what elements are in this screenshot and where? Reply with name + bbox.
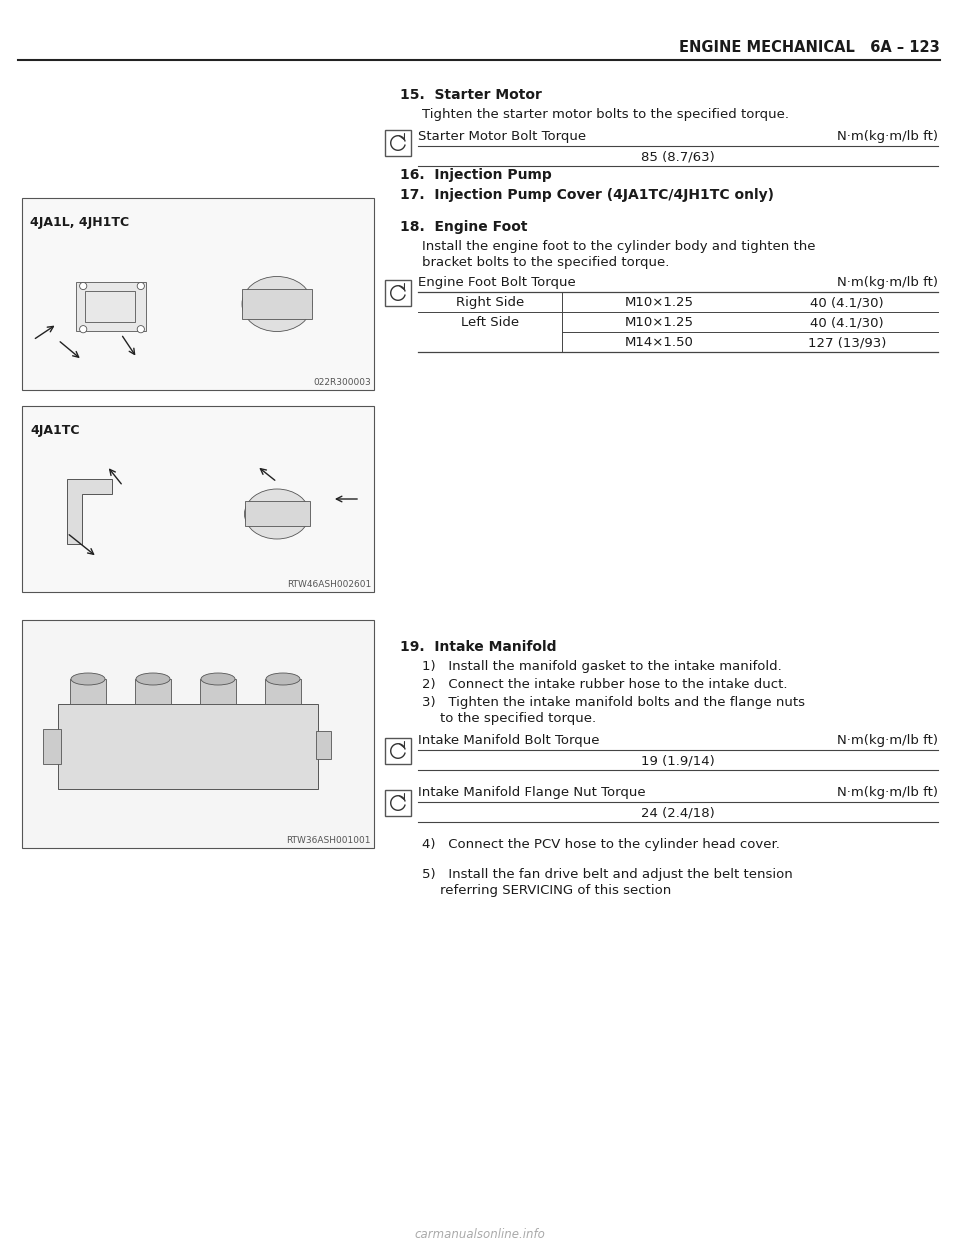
Text: 4JA1L, 4JH1TC: 4JA1L, 4JH1TC [30,216,130,229]
Circle shape [80,325,86,333]
Text: Right Side: Right Side [456,296,524,309]
Circle shape [137,282,144,289]
Polygon shape [67,479,112,544]
Text: referring SERVICING of this section: referring SERVICING of this section [440,884,671,897]
Bar [200,679,236,704]
Text: Starter Motor Bolt Torque: Starter Motor Bolt Torque [418,130,587,143]
Bar [70,679,106,704]
Text: 4JA1TC: 4JA1TC [30,424,80,437]
Text: carmanualsonline.info: carmanualsonline.info [415,1228,545,1241]
Bar [85,291,134,322]
Bar [22,620,374,848]
Text: 24 (2.4/18): 24 (2.4/18) [641,806,715,818]
Bar [385,130,411,156]
Text: 15.  Starter Motor: 15. Starter Motor [400,88,541,102]
Circle shape [137,325,144,333]
Bar [316,732,331,759]
FancyBboxPatch shape [58,704,318,789]
Bar [22,406,374,592]
Circle shape [80,282,86,289]
Text: Intake Manifold Flange Nut Torque: Intake Manifold Flange Nut Torque [418,786,646,799]
Ellipse shape [71,673,105,686]
Bar [265,679,301,704]
Bar [135,679,171,704]
Bar [385,738,411,764]
Text: 4)   Connect the PCV hose to the cylinder head cover.: 4) Connect the PCV hose to the cylinder … [422,838,780,851]
Text: ENGINE MECHANICAL   6A – 123: ENGINE MECHANICAL 6A – 123 [680,41,940,56]
Text: Install the engine foot to the cylinder body and tighten the: Install the engine foot to the cylinder … [422,240,815,253]
Text: N·m(kg·m/lb ft): N·m(kg·m/lb ft) [837,786,938,799]
Text: RTW36ASH001001: RTW36ASH001001 [286,836,371,845]
Text: 18.  Engine Foot: 18. Engine Foot [400,220,527,233]
Bar [22,197,374,390]
Ellipse shape [201,673,235,686]
Text: 127 (13/93): 127 (13/93) [807,337,886,349]
Text: M10×1.25: M10×1.25 [625,296,693,309]
Bar [385,279,411,306]
Text: 5)   Install the fan drive belt and adjust the belt tension: 5) Install the fan drive belt and adjust… [422,868,793,881]
Ellipse shape [266,673,300,686]
Text: M14×1.50: M14×1.50 [625,337,693,349]
Ellipse shape [242,277,312,332]
Text: 1)   Install the manifold gasket to the intake manifold.: 1) Install the manifold gasket to the in… [422,660,781,673]
Text: 022R300003: 022R300003 [313,378,371,388]
Ellipse shape [245,489,309,539]
Ellipse shape [136,673,170,686]
Text: N·m(kg·m/lb ft): N·m(kg·m/lb ft) [837,130,938,143]
Text: bracket bolts to the specified torque.: bracket bolts to the specified torque. [422,256,669,270]
Text: 19.  Intake Manifold: 19. Intake Manifold [400,640,557,655]
Text: Engine Foot Bolt Torque: Engine Foot Bolt Torque [418,276,576,289]
Text: RTW46ASH002601: RTW46ASH002601 [287,580,371,589]
Bar [242,289,312,319]
Text: Intake Manifold Bolt Torque: Intake Manifold Bolt Torque [418,734,599,746]
Bar [385,790,411,816]
Text: N·m(kg·m/lb ft): N·m(kg·m/lb ft) [837,734,938,746]
Text: 40 (4.1/30): 40 (4.1/30) [810,315,884,329]
Text: 3)   Tighten the intake manifold bolts and the flange nuts: 3) Tighten the intake manifold bolts and… [422,696,805,709]
Text: 2)   Connect the intake rubber hose to the intake duct.: 2) Connect the intake rubber hose to the… [422,678,787,691]
Text: 16.  Injection Pump: 16. Injection Pump [400,168,552,183]
Text: 19 (1.9/14): 19 (1.9/14) [641,754,715,768]
Text: N·m(kg·m/lb ft): N·m(kg·m/lb ft) [837,276,938,289]
Text: M10×1.25: M10×1.25 [625,315,693,329]
Text: 17.  Injection Pump Cover (4JA1TC/4JH1TC only): 17. Injection Pump Cover (4JA1TC/4JH1TC … [400,188,774,202]
Bar [245,501,310,527]
Text: Left Side: Left Side [461,315,519,329]
Text: Tighten the starter motor bolts to the specified torque.: Tighten the starter motor bolts to the s… [422,108,789,120]
Text: 40 (4.1/30): 40 (4.1/30) [810,296,884,309]
Text: to the specified torque.: to the specified torque. [440,712,596,725]
Bar [76,282,146,332]
Text: 85 (8.7/63): 85 (8.7/63) [641,152,715,164]
Bar [43,729,61,764]
